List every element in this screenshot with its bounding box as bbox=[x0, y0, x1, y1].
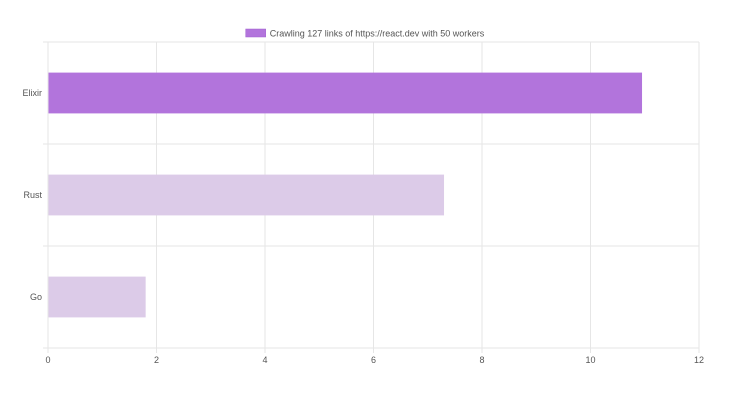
bar-go[interactable] bbox=[48, 276, 146, 318]
x-tick-label: 0 bbox=[45, 355, 50, 365]
x-tick-label: 2 bbox=[154, 355, 159, 365]
x-tick-label: 10 bbox=[585, 355, 595, 365]
x-tick-label: 6 bbox=[371, 355, 376, 365]
bar-elixir[interactable] bbox=[48, 72, 643, 114]
bar-rust[interactable] bbox=[48, 174, 445, 216]
legend-label: Crawling 127 links of https://react.dev … bbox=[270, 29, 485, 39]
x-tick-label: 12 bbox=[694, 355, 704, 365]
x-tick-label: 4 bbox=[262, 355, 267, 365]
legend[interactable]: Crawling 127 links of https://react.dev … bbox=[245, 28, 485, 39]
category-label-elixir: Elixir bbox=[23, 88, 43, 98]
x-tick-label: 8 bbox=[479, 355, 484, 365]
category-label-rust: Rust bbox=[23, 190, 42, 200]
bars bbox=[48, 72, 643, 318]
category-label-go: Go bbox=[30, 292, 42, 302]
x-axis-labels: 0 2 4 6 8 10 12 bbox=[45, 355, 704, 365]
y-axis-labels: Elixir Rust Go bbox=[23, 88, 43, 302]
legend-swatch bbox=[245, 28, 266, 38]
